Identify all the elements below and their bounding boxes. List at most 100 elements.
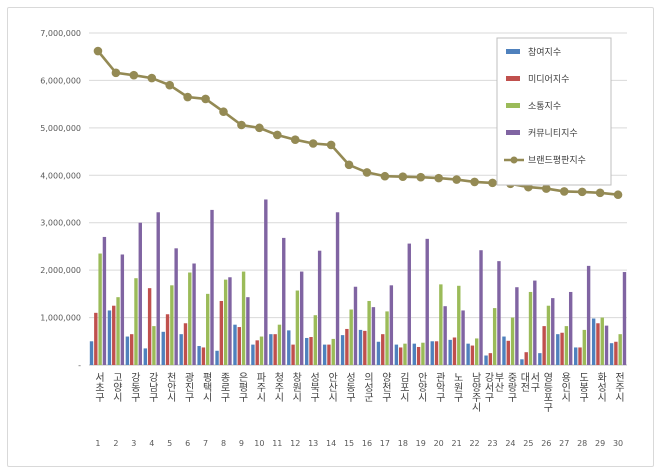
category-label: 파주시 xyxy=(254,372,266,402)
bar-3-8 xyxy=(223,279,228,365)
rank-label: 29 xyxy=(595,439,605,448)
category-label: 전주시 xyxy=(613,372,625,402)
chart-frame: - 1,000,000 2,000,000 3,000,000 4,000,000 5,0… xyxy=(7,7,654,467)
category-label: 창원시 xyxy=(290,372,302,402)
bar-3-16 xyxy=(367,300,371,365)
y-tick-label: - xyxy=(78,361,81,370)
bar-2-16 xyxy=(363,330,367,365)
rank-label: 18 xyxy=(398,439,408,448)
bar-2-29 xyxy=(596,323,600,365)
rank-label: 22 xyxy=(469,439,479,448)
bar-2-11 xyxy=(273,334,277,365)
line-point-15 xyxy=(344,160,354,170)
bar-2-15 xyxy=(345,328,349,365)
bar-2-21 xyxy=(452,337,457,365)
category-label: 성북구 xyxy=(308,372,320,403)
x-axis-category-labels: 서초구 고양시 강동구 강남구 천안시 광진구 평택시 종로구 은평구 파주시 청주시 창원시 성북구 안… xyxy=(92,372,624,413)
line-point-20 xyxy=(434,173,444,183)
line-point-29 xyxy=(595,188,605,198)
bar-3-25 xyxy=(528,291,533,365)
category-label: 서초구 xyxy=(92,372,104,403)
line-point-6 xyxy=(183,92,192,102)
bar-2-12 xyxy=(291,344,295,365)
rank-label: 30 xyxy=(613,439,623,448)
bar-3-26 xyxy=(546,305,551,365)
rank-label: 12 xyxy=(290,439,300,448)
bar-3-4 xyxy=(152,326,156,365)
bar-3-30 xyxy=(618,334,622,365)
legend-label: 브랜드평판지수 xyxy=(528,155,586,166)
line-point-23 xyxy=(488,178,497,188)
bar-3-3 xyxy=(134,278,138,365)
brand-reputation-chart: - 1,000,000 2,000,000 3,000,000 4,000,000 5,0… xyxy=(40,29,627,448)
bar-2-6 xyxy=(183,323,188,365)
bar-3-20 xyxy=(439,284,443,365)
bar-1-12 xyxy=(287,330,291,365)
rank-label: 15 xyxy=(344,439,354,448)
bar-4-30 xyxy=(622,272,627,365)
bar-3-29 xyxy=(600,317,604,365)
line-point-16 xyxy=(362,168,372,177)
rank-label: 14 xyxy=(326,439,336,448)
bar-3-6 xyxy=(188,272,192,365)
bar-3-13 xyxy=(313,315,318,365)
legend-swatch-1 xyxy=(506,49,520,54)
bar-3-18 xyxy=(403,343,407,365)
category-label: 은평구 xyxy=(236,372,248,403)
category-label: 성동구 xyxy=(344,372,356,403)
line-point-18 xyxy=(398,172,408,182)
bar-4-23 xyxy=(497,261,501,365)
bar-3-24 xyxy=(510,317,515,365)
category-label: 화성시 xyxy=(595,372,607,402)
bar-1-14 xyxy=(322,344,327,365)
bar-1-5 xyxy=(161,331,165,365)
bar-2-9 xyxy=(237,327,241,365)
y-tick-label: 5,000,000 xyxy=(40,124,81,133)
rank-label: 17 xyxy=(380,439,390,448)
category-label: 평택시 xyxy=(200,372,212,402)
category-label: 강남구 xyxy=(146,372,158,403)
bar-1-9 xyxy=(233,324,237,365)
line-point-21 xyxy=(452,175,461,184)
y-tick-label: 3,000,000 xyxy=(40,219,81,228)
bar-2-19 xyxy=(416,346,421,365)
line-point-3 xyxy=(129,70,139,80)
bar-2-28 xyxy=(578,347,582,365)
category-label: 중랑구 xyxy=(505,372,517,403)
rank-label: 1 xyxy=(95,439,100,448)
bar-4-22 xyxy=(479,250,483,365)
category-label: 의성군 xyxy=(361,372,373,402)
bar-1-15 xyxy=(340,335,345,365)
bar-4-12 xyxy=(299,271,304,365)
bar-1-19 xyxy=(412,343,417,365)
legend-line-marker xyxy=(510,156,518,164)
bar-1-20 xyxy=(430,341,434,365)
bar-4-8 xyxy=(228,277,232,365)
bar-3-11 xyxy=(277,324,282,365)
bar-3-12 xyxy=(295,290,300,365)
bar-3-1 xyxy=(98,253,102,365)
bar-1-27 xyxy=(556,334,560,365)
legend-swatch-4 xyxy=(506,130,520,135)
line-point-17 xyxy=(380,171,390,181)
bar-series xyxy=(89,199,627,365)
bar-1-13 xyxy=(305,337,309,365)
legend-swatch-2 xyxy=(506,76,520,81)
line-point-2 xyxy=(111,68,121,78)
legend-label: 미디어지수 xyxy=(528,74,569,85)
y-axis-tick-labels: - 1,000,000 2,000,000 3,000,000 4,000,000 5,0… xyxy=(40,29,81,370)
bar-1-10 xyxy=(251,344,255,365)
bar-2-30 xyxy=(614,341,618,365)
line-point-7 xyxy=(201,94,210,104)
category-label: 도봉구 xyxy=(577,372,589,403)
category-label: 안산시 xyxy=(326,372,338,402)
category-label: 관악구 xyxy=(433,372,445,403)
rank-label: 20 xyxy=(434,439,444,448)
line-point-22 xyxy=(470,177,479,187)
bar-2-23 xyxy=(488,353,493,365)
bar-2-4 xyxy=(147,288,152,365)
bar-1-21 xyxy=(448,339,452,365)
bar-4-5 xyxy=(174,248,178,365)
bar-1-1 xyxy=(89,341,94,365)
rank-label: 11 xyxy=(272,439,282,448)
